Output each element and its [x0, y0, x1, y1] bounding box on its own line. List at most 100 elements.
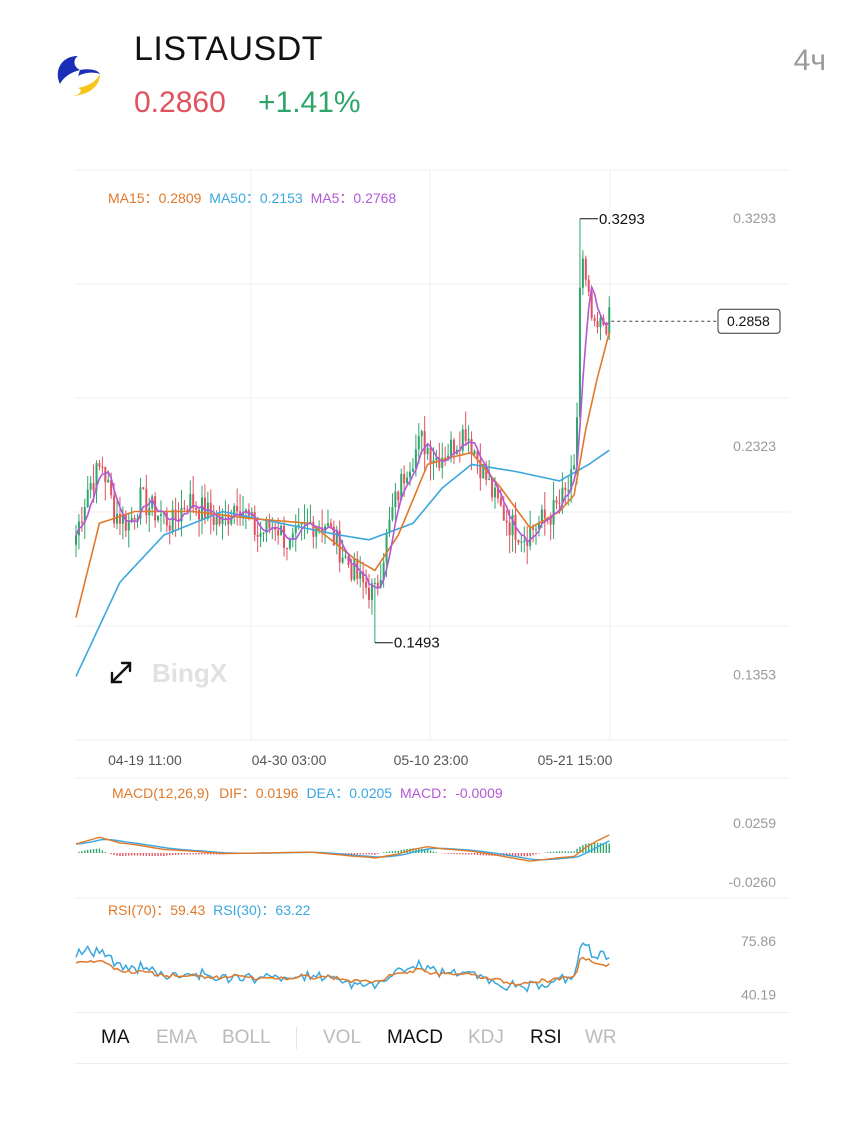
- time-tick: 04-19 11:00: [108, 752, 182, 768]
- candle-body: [206, 502, 209, 519]
- candle-body: [230, 516, 233, 525]
- candle-body: [133, 517, 136, 521]
- candle-body: [212, 516, 215, 525]
- candle-body: [159, 514, 162, 516]
- candle-body: [127, 521, 130, 531]
- rsi70-value: 59.43: [170, 902, 205, 918]
- candle-body: [382, 562, 385, 580]
- candle-body: [294, 526, 297, 534]
- candle-body: [599, 317, 602, 328]
- tab-rsi[interactable]: RSI: [530, 1027, 562, 1048]
- watermark-text: BingX: [152, 658, 228, 688]
- candle-body: [411, 468, 414, 472]
- candle-body: [180, 507, 183, 522]
- candle-body: [142, 487, 145, 489]
- candle-body: [432, 460, 435, 464]
- candle-body: [80, 521, 83, 523]
- svg-text:MA15：0.2809 MA50：0.2153: MA15：0.2809 MA50：0.2153 MA5：0.2768: [108, 190, 396, 206]
- expand-icon[interactable]: [110, 661, 132, 684]
- tab-wr[interactable]: WR: [585, 1027, 617, 1048]
- tab-macd[interactable]: MACD: [387, 1027, 443, 1048]
- candle-body: [570, 469, 573, 490]
- candle-body: [491, 478, 494, 498]
- tab-vol[interactable]: VOL: [323, 1027, 362, 1048]
- candle-body: [291, 533, 294, 540]
- rsi70-line: [75, 956, 610, 986]
- tab-ma[interactable]: MA: [101, 1027, 130, 1048]
- price-tick: 0.2323: [733, 438, 776, 454]
- candle-body: [139, 487, 142, 519]
- time-tick: 04-30 03:00: [252, 752, 327, 768]
- candle-body: [83, 506, 86, 523]
- candle-body: [605, 324, 608, 334]
- candle-body: [297, 524, 300, 527]
- tab-boll[interactable]: BOLL: [222, 1027, 271, 1048]
- candle-body: [420, 431, 423, 437]
- candle-body: [409, 471, 412, 478]
- candle-body: [89, 483, 92, 490]
- candle-body: [195, 507, 198, 510]
- candle-body: [403, 473, 406, 484]
- candle-body: [347, 556, 350, 566]
- candle-body: [168, 525, 171, 531]
- candle-body: [192, 494, 195, 508]
- candle-body: [262, 532, 265, 535]
- candle-body: [75, 535, 77, 545]
- candle-body: [543, 509, 546, 518]
- ma15-line: [75, 332, 611, 618]
- candle-body: [341, 557, 344, 563]
- candle-body: [438, 457, 441, 468]
- candle-body: [435, 457, 438, 461]
- candle-body: [183, 507, 186, 510]
- price-change: +1.41%: [258, 86, 361, 119]
- dif-line: [75, 834, 610, 862]
- candle-body: [130, 517, 133, 522]
- candle-body: [186, 509, 189, 511]
- candle-body: [107, 480, 110, 483]
- ma50-line: [75, 449, 610, 677]
- candle-body: [578, 287, 581, 418]
- candle-body: [564, 487, 567, 491]
- candle-body: [151, 496, 154, 509]
- tab-ema[interactable]: EMA: [156, 1027, 198, 1048]
- candle-body: [473, 450, 476, 455]
- candle-body: [326, 523, 329, 527]
- macd-value: -0.0009: [455, 785, 503, 801]
- candle-body: [429, 447, 432, 464]
- price-tick: 0.3293: [733, 210, 776, 226]
- chart-grid: [74, 169, 790, 899]
- macd-tick: -0.0260: [729, 874, 777, 890]
- ma5-label: MA5：: [311, 190, 354, 206]
- candle-body: [537, 522, 540, 530]
- candlestick-chart[interactable]: MA15：0.2809 MA50：0.2153 MA5：0.2768 0.329…: [0, 160, 864, 1010]
- ma15-value: 0.2809: [159, 190, 202, 206]
- candle-body: [488, 478, 491, 481]
- candles-layer: [75, 218, 611, 643]
- candle-body: [218, 516, 221, 525]
- candle-body: [256, 534, 259, 537]
- tab-kdj[interactable]: KDJ: [468, 1027, 504, 1048]
- candle-body: [268, 519, 271, 529]
- candle-body: [464, 429, 467, 441]
- candle-body: [581, 258, 584, 288]
- candle-body: [285, 547, 288, 550]
- candle-body: [388, 519, 391, 534]
- candle-body: [350, 565, 353, 580]
- interval-selector[interactable]: 4ч: [793, 44, 826, 77]
- candle-body: [110, 480, 113, 496]
- candle-body: [590, 291, 593, 318]
- candle-body: [335, 530, 338, 546]
- candle-body: [532, 527, 535, 530]
- candle-body: [373, 582, 376, 584]
- svg-text:RSI(70)：59.43 RSI(30)：63.2: RSI(70)：59.43 RSI(30)：63.22: [108, 902, 311, 918]
- rsi30-label: RSI(30)：: [213, 902, 275, 918]
- ma-lines-layer: [75, 284, 611, 677]
- candle-body: [517, 539, 520, 543]
- candle-body: [118, 513, 121, 524]
- candle-body: [423, 431, 426, 455]
- macd-title: MACD(12,26,9): [112, 785, 209, 801]
- candle-body: [461, 429, 464, 451]
- last-price: 0.2860: [134, 86, 226, 119]
- time-tick: 05-10 23:00: [394, 752, 469, 768]
- candle-body: [485, 464, 488, 480]
